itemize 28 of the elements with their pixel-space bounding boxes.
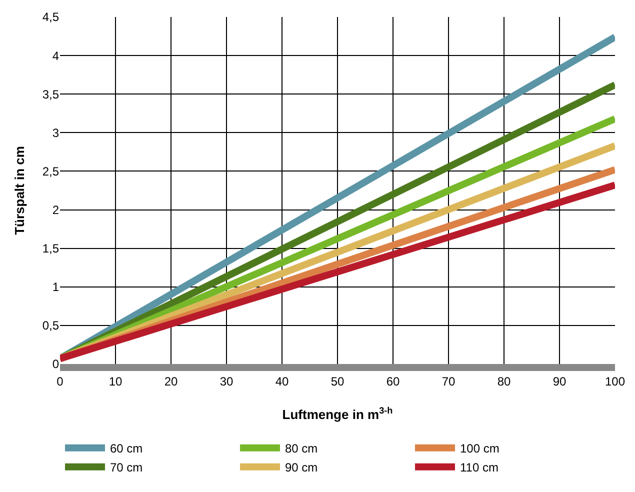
x-tick-label: 100 bbox=[604, 374, 626, 388]
legend-label: 100 cm bbox=[460, 442, 500, 456]
y-tick-label: 4,5 bbox=[42, 10, 60, 24]
y-tick-label: 2 bbox=[52, 202, 60, 217]
y-tick-label: 0 bbox=[52, 357, 60, 372]
legend-label: 60 cm bbox=[110, 442, 143, 456]
x-tick-label: 40 bbox=[275, 374, 289, 388]
legend-label: 110 cm bbox=[460, 460, 498, 475]
y-tick-label: 2,5 bbox=[42, 164, 60, 178]
x-axis-title: Luftmenge in m$^{3-h}$ bbox=[282, 406, 393, 422]
x-tick-label: 50 bbox=[330, 374, 344, 388]
x-tick-label: 80 bbox=[497, 374, 511, 388]
y-tick-label: 1 bbox=[52, 280, 60, 294]
x-tick-label: 70 bbox=[442, 374, 456, 388]
y-tick-label: 4 bbox=[52, 48, 60, 63]
legend-label: 80 cm bbox=[285, 442, 318, 456]
legend-label: 70 cm bbox=[110, 460, 143, 475]
x-tick-label: 30 bbox=[220, 374, 234, 388]
y-tick-label: 0,5 bbox=[42, 318, 60, 333]
x-tick-label: 20 bbox=[164, 374, 178, 388]
y-tick-label: 3 bbox=[52, 126, 60, 140]
x-tick-label: 90 bbox=[552, 374, 566, 388]
y-tick-label: 3,5 bbox=[42, 87, 60, 102]
y-axis-title: Türspalt in cm bbox=[12, 146, 27, 235]
x-tick-label: 60 bbox=[386, 374, 400, 388]
y-tick-label: 1,5 bbox=[42, 242, 60, 256]
x-tick-label: 10 bbox=[108, 374, 122, 388]
legend-label: 90 cm bbox=[285, 460, 318, 475]
